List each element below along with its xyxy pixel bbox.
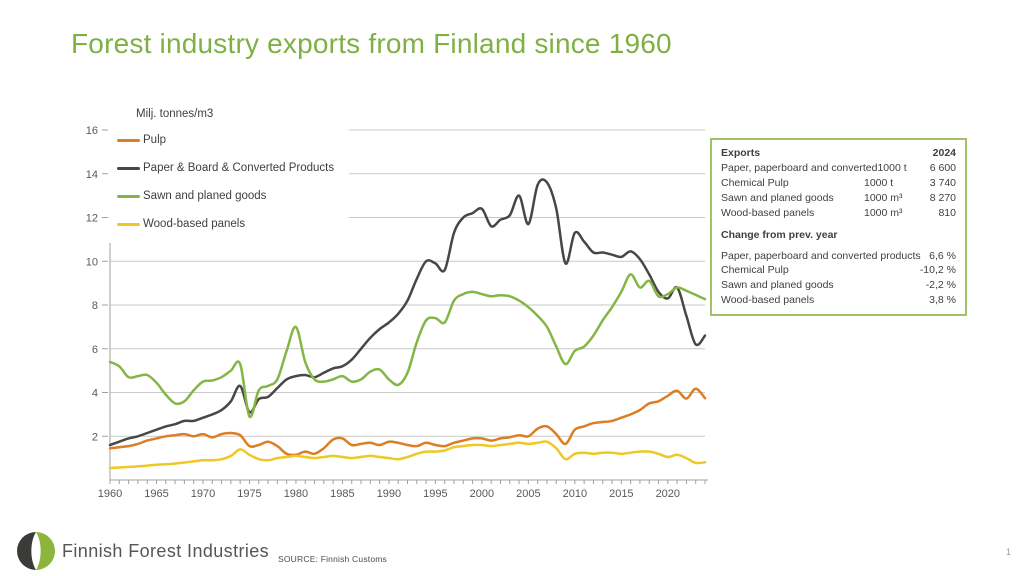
row-name: Chemical Pulp — [721, 264, 789, 277]
change-row: Wood-based panels 3,8 % — [721, 293, 956, 308]
page-title: Forest industry exports from Finland sin… — [71, 28, 672, 59]
row-value: 3 740 — [929, 177, 956, 190]
y-tick-label: 12 — [86, 213, 98, 225]
legend-label: Paper & Board & Converted Products — [143, 162, 335, 174]
change-rows: Paper, paperboard and converted products… — [721, 248, 956, 307]
legend-label: Pulp — [143, 134, 167, 146]
legend-label: Sawn and planed goods — [143, 190, 267, 202]
exports-label: Exports — [721, 147, 761, 159]
y-tick-label: 8 — [92, 300, 98, 312]
row-name: Wood-based panels — [721, 206, 815, 219]
company-logo — [17, 532, 55, 570]
row-value: -10,2 % — [919, 264, 956, 277]
row-name: Chemical Pulp — [721, 177, 789, 190]
row-value: 6,6 % — [929, 249, 956, 262]
row-unit: 1000 m³ — [864, 191, 903, 204]
x-tick-label: 1980 — [284, 488, 308, 500]
source-note: SOURCE: Finnish Customs — [278, 554, 387, 564]
logo-leaf — [31, 532, 41, 570]
legend-label: Wood-based panels — [143, 218, 246, 230]
y-tick-label: 14 — [86, 169, 98, 181]
row-unit: 1000 m³ — [864, 206, 903, 219]
row-unit: 1000 t — [864, 177, 894, 190]
y-tick-label: 2 — [92, 431, 98, 443]
exports-year: 2024 — [932, 147, 956, 159]
series-line-sawn-and-planed-goods — [108, 273, 707, 419]
legend-item: Wood-based panels — [109, 210, 349, 238]
x-tick-label: 2020 — [656, 488, 680, 500]
legend-item: Paper & Board & Converted Products — [109, 154, 349, 182]
x-tick-label: 2010 — [563, 488, 587, 500]
x-tick-label: 1970 — [191, 488, 215, 500]
x-tick-label: 2000 — [470, 488, 494, 500]
y-tick-label: 4 — [92, 388, 98, 400]
chart-legend: Milj. tonnes/m3 Pulp Paper & Board & Conv… — [109, 103, 349, 243]
page-number: 1 — [1006, 547, 1012, 557]
change-row: Paper, paperboard and converted products… — [721, 248, 956, 263]
series-line-pulp — [108, 387, 707, 457]
row-name: Sawn and planed goods — [721, 279, 834, 292]
axis-unit-label: Milj. tonnes/m3 — [136, 108, 214, 120]
logo-right-half — [36, 532, 55, 570]
legend-swatch — [117, 194, 140, 198]
x-tick-label: 1965 — [144, 488, 168, 500]
change-row: Chemical Pulp -10,2 % — [721, 263, 956, 278]
x-tick-label: 1960 — [98, 488, 122, 500]
series-line-paper-board-converted-products — [108, 178, 707, 447]
x-tick-label: 1990 — [377, 488, 401, 500]
y-tick-label: 16 — [86, 125, 98, 137]
legend-swatch — [117, 222, 140, 226]
legend-swatch — [117, 166, 140, 170]
row-value: 8 270 — [929, 191, 956, 204]
row-value: 3,8 % — [929, 293, 956, 306]
row-value: -2,2 % — [925, 279, 956, 292]
row-name: Paper, paperboard and converted — [721, 162, 878, 175]
legend-item: Sawn and planed goods — [109, 182, 349, 210]
logo-left-half — [17, 532, 36, 570]
x-tick-label: 2005 — [516, 488, 540, 500]
row-value: 810 — [938, 206, 956, 219]
y-tick-label: 6 — [92, 344, 98, 356]
legend-swatch — [117, 138, 140, 142]
brand-name: Finnish Forest Industries — [62, 541, 270, 561]
x-tick-label: 2015 — [609, 488, 633, 500]
change-header: Change from prev. year — [721, 229, 838, 242]
row-value: 6 600 — [929, 162, 956, 175]
row-name: Paper, paperboard and converted products — [721, 249, 921, 262]
line-chart: 2 4 6 8 10 12 14 16 1960 1965 1970 1975 1980 1985 1990… — [86, 124, 708, 500]
exports-table: Exports 2024 Paper, paperboard and conve… — [710, 138, 967, 317]
change-row: Sawn and planed goods -2,2 % — [721, 278, 956, 293]
table-row: Chemical Pulp 1000 t 3 740 — [721, 176, 956, 191]
row-name: Sawn and planed goods — [721, 191, 834, 204]
table-row: Paper, paperboard and converted 1000 t 6 6… — [721, 161, 956, 176]
table-row: Wood-based panels 1000 m³ 810 — [721, 205, 956, 220]
legend-items: Pulp Paper & Board & Converted Products Sa… — [109, 126, 349, 238]
x-tick-label: 1995 — [423, 488, 447, 500]
series-line-wood-based-panels — [108, 440, 707, 470]
table-row: Sawn and planed goods 1000 m³ 8 270 — [721, 191, 956, 206]
x-tick-label: 1975 — [237, 488, 261, 500]
x-tick-label: 1985 — [330, 488, 354, 500]
row-unit: 1000 t — [877, 162, 907, 175]
exports-table-header: Exports 2024 — [721, 145, 956, 161]
y-tick-label: 10 — [86, 256, 98, 268]
legend-item: Pulp — [109, 126, 349, 154]
row-name: Wood-based panels — [721, 293, 815, 306]
